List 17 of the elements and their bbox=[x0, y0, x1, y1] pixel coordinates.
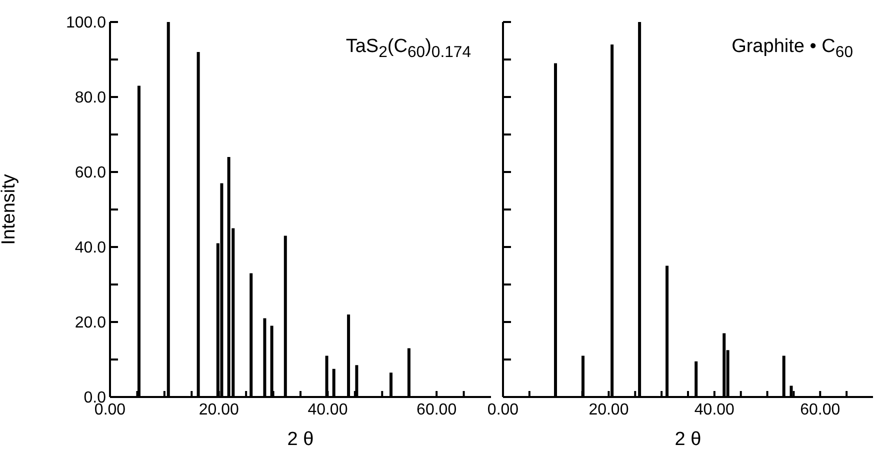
x-tick-label: 40.00 bbox=[308, 401, 348, 418]
y-tick-label: 100.0 bbox=[66, 14, 106, 32]
x-tick-label: 20.00 bbox=[198, 401, 239, 418]
y-tick-label: 40.0 bbox=[74, 240, 106, 257]
x-axis-title: 2 θ bbox=[674, 429, 702, 450]
y-axis-title: Intensity bbox=[0, 174, 20, 245]
y-tick-label: 60.0 bbox=[74, 164, 106, 182]
x-tick-label: 60.00 bbox=[800, 401, 840, 418]
y-tick-label: 80.0 bbox=[74, 90, 106, 107]
x-tick-label: 20.00 bbox=[588, 401, 629, 418]
annotation: TaS$_{2}$(C$_{60}$)$_{0.174}$ bbox=[346, 36, 471, 62]
x-tick-label: 0.00 bbox=[487, 401, 519, 418]
x-tick-label: 40.00 bbox=[694, 401, 735, 418]
y-tick-label: 20.0 bbox=[74, 314, 106, 332]
annotation: Graphite • C$_{60}$ bbox=[732, 36, 853, 62]
x-axis-title: 2 θ bbox=[287, 429, 314, 450]
x-tick-label: 60.00 bbox=[416, 401, 457, 418]
